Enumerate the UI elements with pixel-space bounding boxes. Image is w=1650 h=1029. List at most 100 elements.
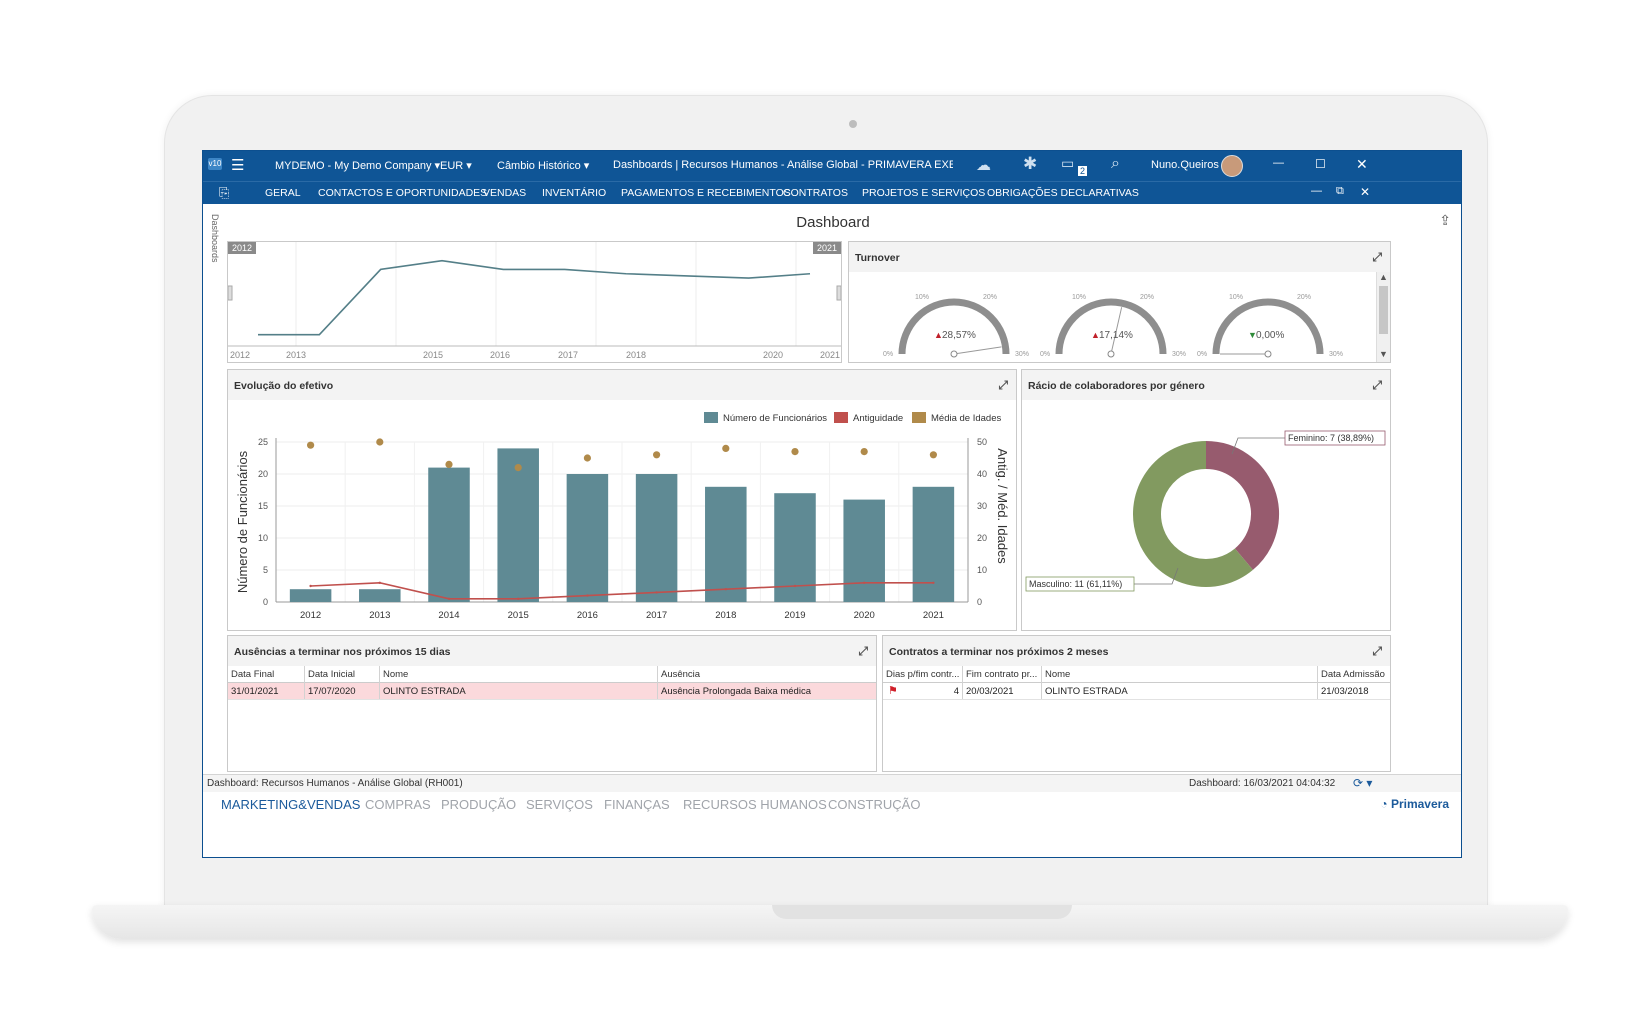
column-header[interactable]: Data Final bbox=[231, 669, 275, 680]
bar-2020[interactable] bbox=[843, 499, 885, 602]
menu-vendas[interactable]: VENDAS bbox=[483, 187, 527, 199]
donut-slice-feminino[interactable] bbox=[1205, 441, 1279, 570]
currency-selector[interactable]: EUR ▾ bbox=[440, 160, 472, 172]
idades-point[interactable] bbox=[860, 448, 868, 456]
doc-minimize-icon[interactable]: — bbox=[1311, 185, 1322, 197]
x-tick-label: 2017 bbox=[646, 610, 667, 621]
close-icon[interactable]: ✕ bbox=[1356, 156, 1368, 172]
module-financas[interactable]: FINANÇAS bbox=[604, 797, 670, 812]
bar-2013[interactable] bbox=[359, 589, 401, 602]
column-header[interactable]: Dias p/fim contr... bbox=[886, 669, 960, 680]
scrollbar[interactable]: ▲ ▼ bbox=[1376, 272, 1390, 362]
expand-icon[interactable]: ⤢ bbox=[858, 644, 868, 658]
timeline-tick-label: 2018 bbox=[626, 350, 646, 360]
bar-2018[interactable] bbox=[705, 486, 747, 602]
idades-point[interactable] bbox=[722, 444, 730, 452]
doc-restore-icon[interactable]: ⧉ bbox=[1336, 185, 1344, 197]
table-row[interactable]: 31/01/2021 17/07/2020 OLINTO ESTRADA Aus… bbox=[228, 683, 876, 700]
module-marketing-vendas[interactable]: MARKETING&VENDAS bbox=[221, 797, 361, 812]
idades-point[interactable] bbox=[307, 441, 315, 449]
antiguidade-point[interactable] bbox=[309, 584, 312, 588]
document-menu-icon[interactable]: ⎘ bbox=[219, 185, 230, 200]
bar-2019[interactable] bbox=[774, 493, 816, 602]
bar-2021[interactable] bbox=[912, 486, 955, 602]
idades-point[interactable] bbox=[929, 451, 938, 459]
antiguidade-point[interactable] bbox=[932, 581, 935, 584]
antiguidade-point[interactable] bbox=[724, 588, 727, 591]
module-compras[interactable]: COMPRAS bbox=[365, 797, 431, 812]
share-icon[interactable]: ⇪ bbox=[1439, 212, 1451, 228]
menu-obrigacoes[interactable]: OBRIGAÇÕES DECLARATIVAS bbox=[987, 187, 1139, 199]
minimize-icon[interactable]: — bbox=[1273, 157, 1284, 169]
bar-2016[interactable] bbox=[566, 474, 609, 602]
idades-point[interactable] bbox=[583, 454, 591, 462]
antiguidade-point[interactable] bbox=[447, 597, 451, 600]
side-tab-dashboards[interactable]: Dashboards bbox=[210, 214, 220, 263]
antiguidade-point[interactable] bbox=[863, 581, 866, 584]
range-handle-right[interactable] bbox=[836, 285, 841, 301]
cloud-icon[interactable]: ☁ bbox=[976, 157, 991, 174]
bar-2017[interactable] bbox=[635, 474, 678, 602]
doc-close-icon[interactable]: ✕ bbox=[1360, 185, 1371, 199]
x-tick-label: 2012 bbox=[300, 610, 321, 621]
menu-inventario[interactable]: INVENTÁRIO bbox=[542, 187, 607, 199]
column-header[interactable]: Nome bbox=[1045, 669, 1071, 680]
maximize-icon[interactable]: ☐ bbox=[1315, 157, 1326, 171]
scroll-down-icon[interactable]: ▼ bbox=[1379, 349, 1388, 359]
avatar[interactable] bbox=[1221, 155, 1243, 177]
idades-point[interactable] bbox=[376, 438, 384, 446]
antiguidade-point[interactable] bbox=[517, 597, 520, 600]
module-recursos-humanos[interactable]: RECURSOS HUMANOS bbox=[683, 797, 827, 812]
search-icon[interactable]: ⌕ bbox=[1111, 155, 1120, 172]
antiguidade-point[interactable] bbox=[793, 584, 797, 588]
antiguidade-point[interactable] bbox=[655, 591, 658, 594]
idades-point[interactable] bbox=[445, 460, 453, 468]
antiguidade-point[interactable] bbox=[378, 581, 381, 584]
module-servicos[interactable]: SERVIÇOS bbox=[526, 797, 593, 812]
idades-point[interactable] bbox=[791, 448, 799, 456]
column-header[interactable]: Data Inicial bbox=[308, 669, 355, 680]
legend-swatch bbox=[912, 412, 926, 423]
refresh-icon[interactable]: ⟳ ▾ bbox=[1353, 776, 1373, 790]
table-row[interactable]: ⚑ 4 20/03/2021 OLINTO ESTRADA 21/03/2018 bbox=[883, 683, 1390, 700]
cell: 31/01/2021 bbox=[231, 686, 279, 697]
antiguidade-point[interactable] bbox=[586, 594, 589, 597]
menu-projetos[interactable]: PROJETOS E SERVIÇOS bbox=[862, 187, 986, 199]
y-tick-label: 20 bbox=[258, 469, 268, 479]
chat-icon[interactable]: ▭ bbox=[1061, 155, 1075, 171]
menu-geral[interactable]: GERAL bbox=[265, 187, 301, 199]
legend-swatch bbox=[704, 412, 718, 423]
bar-2012[interactable] bbox=[289, 589, 332, 602]
column-header[interactable]: Ausência bbox=[661, 669, 701, 680]
module-construcao[interactable]: CONSTRUÇÃO bbox=[828, 797, 921, 812]
expand-icon[interactable]: ⤢ bbox=[1372, 644, 1382, 658]
timeline-range-selector[interactable]: 2012 2021 2012 2013 2015 2016 2017 2018 2020 20… bbox=[227, 241, 842, 363]
gauge-scale-label: 20% bbox=[1297, 294, 1311, 301]
expand-icon[interactable]: ⤢ bbox=[998, 378, 1008, 392]
network-icon[interactable]: ✱ bbox=[1023, 154, 1038, 173]
column-header[interactable]: Data Admissão bbox=[1321, 669, 1385, 680]
scroll-up-icon[interactable]: ▲ bbox=[1379, 272, 1388, 282]
hamburger-menu-icon[interactable]: ☰ bbox=[231, 157, 245, 174]
menu-contactos[interactable]: CONTACTOS E OPORTUNIDADES bbox=[318, 187, 488, 199]
range-handle-left[interactable] bbox=[228, 285, 233, 301]
menu-pagamentos[interactable]: PAGAMENTOS E RECEBIMENTOS bbox=[621, 187, 791, 199]
bar-2014[interactable] bbox=[428, 467, 470, 602]
donut-slice-masculino[interactable] bbox=[1133, 441, 1253, 587]
bar-2015[interactable] bbox=[497, 448, 539, 602]
webcam bbox=[849, 120, 857, 128]
column-header[interactable]: Nome bbox=[383, 669, 409, 680]
idades-point[interactable] bbox=[653, 451, 661, 459]
expand-icon[interactable]: ⤢ bbox=[1372, 250, 1382, 264]
exchange-selector[interactable]: Câmbio Histórico ▾ bbox=[497, 160, 590, 172]
module-producao[interactable]: PRODUÇÃO bbox=[441, 797, 517, 812]
column-header[interactable]: Fim contrato pr... bbox=[966, 669, 1038, 680]
scroll-thumb[interactable] bbox=[1379, 286, 1388, 334]
app-logo-icon[interactable]: v10 bbox=[208, 158, 222, 170]
company-selector[interactable]: MYDEMO - My Demo Company ▾ bbox=[275, 160, 441, 172]
expand-icon[interactable]: ⤢ bbox=[1372, 378, 1382, 392]
menu-contratos[interactable]: CONTRATOS bbox=[783, 187, 848, 199]
idades-point[interactable] bbox=[514, 464, 522, 472]
gauge-scale-label: 20% bbox=[983, 294, 997, 301]
user-name[interactable]: Nuno.Queiros bbox=[1151, 159, 1219, 171]
